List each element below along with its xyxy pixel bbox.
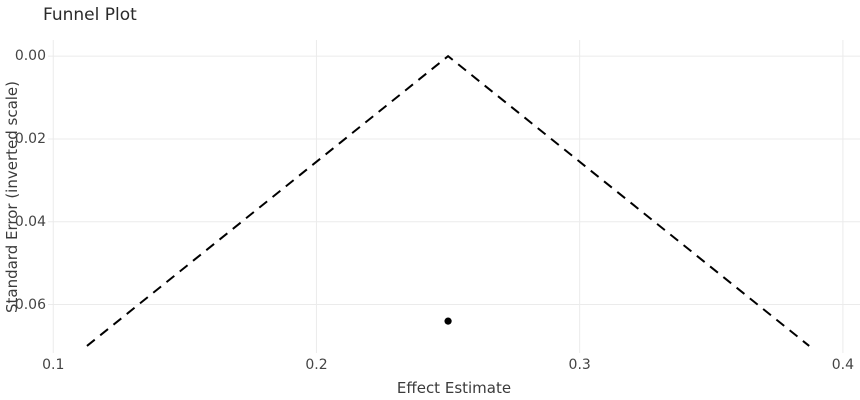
y-tick-label: 0.06 [14,296,46,313]
x-tick-label: 0.4 [831,357,855,373]
x-tick-label: 0.1 [42,357,65,373]
x-tick-label: 0.3 [568,357,591,373]
funnel-boundary-line [86,54,810,347]
x-axis-title: Effect Estimate [396,379,512,397]
chart-title: Funnel Plot [43,5,137,25]
y-axis-title: Standard Error (inverted scale) [3,80,21,314]
x-tick-label: 0.2 [305,357,328,373]
study-point [444,317,452,325]
plot-area [48,40,860,353]
y-tick-label: 0.00 [14,48,46,65]
y-tick-label: 0.02 [14,130,46,147]
y-tick-label: 0.04 [14,213,46,230]
